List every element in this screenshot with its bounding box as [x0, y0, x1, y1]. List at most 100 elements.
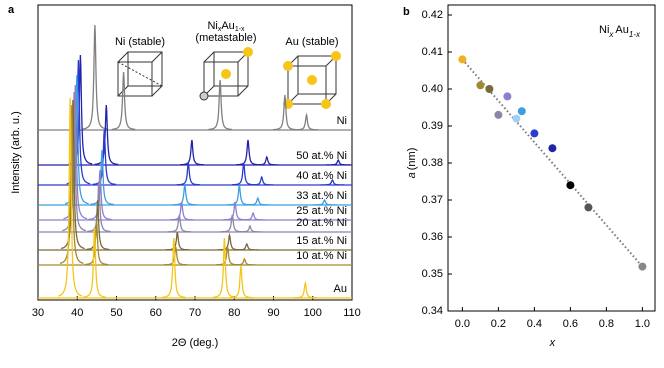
- peak: [236, 139, 260, 166]
- data-point: [530, 129, 539, 138]
- y-tick-label: 0.40: [422, 83, 443, 95]
- series-label: 33 at.% Ni: [296, 190, 347, 202]
- peak: [84, 219, 109, 266]
- x-tick-label: 0.8: [599, 318, 614, 330]
- x-tick-label: 1.0: [635, 318, 650, 330]
- text-part: a: [406, 172, 418, 178]
- peak: [255, 155, 279, 166]
- x-tick-label: 60: [150, 307, 162, 319]
- series-label: 50 at.% Ni: [296, 150, 347, 162]
- text-part: 1-x: [629, 30, 641, 39]
- text-part: Ni: [599, 24, 609, 36]
- y-tick-label: 0.34: [422, 305, 443, 317]
- peak: [293, 280, 318, 299]
- data-point: [584, 203, 593, 212]
- peak: [212, 237, 237, 299]
- inset-label: Ni (stable): [115, 36, 165, 48]
- peak: [235, 242, 259, 251]
- y-tick-label: 0.42: [422, 9, 443, 21]
- peak: [167, 214, 192, 233]
- text-part: 1-x: [235, 26, 245, 33]
- panel-label: b: [403, 6, 410, 18]
- peak: [90, 149, 114, 206]
- data-point: [494, 110, 503, 119]
- y-tick-label: 0.38: [422, 157, 443, 169]
- peak: [92, 129, 117, 186]
- peak: [62, 91, 87, 232]
- text-part: (nm): [406, 148, 418, 171]
- legend-label: Nix Au1-x: [599, 24, 641, 39]
- x-axis-label: 2Θ (deg.): [172, 337, 218, 349]
- inset-label: Au (stable): [285, 36, 338, 48]
- text-part: Ni: [207, 20, 217, 32]
- series-label: 20 at.% Ni: [296, 217, 347, 229]
- peak: [326, 158, 351, 166]
- peak: [82, 24, 107, 130]
- data-point: [476, 81, 485, 90]
- data-point: [503, 92, 512, 101]
- series-label: 15 at.% Ni: [296, 235, 347, 247]
- peak: [232, 257, 257, 266]
- peak: [59, 104, 84, 265]
- x-tick-label: 80: [228, 307, 240, 319]
- data-point: [638, 262, 647, 271]
- plot-frame: [447, 4, 656, 312]
- x-tick-label: 110: [343, 307, 361, 319]
- peak: [294, 112, 319, 131]
- text-part: Au: [615, 24, 628, 36]
- peak: [164, 246, 188, 266]
- peak: [238, 224, 262, 233]
- peak: [58, 97, 83, 297]
- peak: [220, 214, 245, 233]
- y-tick-label: 0.41: [422, 46, 443, 58]
- peak: [111, 71, 136, 131]
- series-label: Au: [334, 283, 347, 295]
- peak: [162, 237, 186, 299]
- peak: [217, 232, 242, 251]
- x-tick-label: 0.4: [527, 318, 542, 330]
- peak: [250, 175, 274, 186]
- crystal-insets: [117, 47, 341, 109]
- series-label: 40 at.% Ni: [296, 170, 347, 182]
- x-tick-label: 0.2: [491, 318, 506, 330]
- peak: [165, 231, 190, 251]
- peak: [87, 181, 111, 233]
- text-part: x: [218, 26, 222, 33]
- peak: [231, 162, 256, 186]
- inset-label: NixAu1-x: [207, 20, 245, 33]
- inset-label: (metastable): [195, 32, 256, 44]
- peak: [63, 84, 88, 220]
- y-axis-label: a(nm): [406, 148, 418, 179]
- peak: [169, 201, 194, 221]
- peak: [82, 227, 107, 298]
- trend-line: [461, 58, 644, 268]
- series-label: 25 at.% Ni: [296, 205, 347, 217]
- y-tick-label: 0.37: [422, 194, 443, 206]
- peak: [88, 169, 112, 221]
- peak: [179, 139, 204, 166]
- peak: [85, 199, 110, 251]
- y-axis-label: Intensity (arb. u.): [10, 111, 22, 194]
- peak: [320, 178, 345, 186]
- data-point: [485, 85, 494, 93]
- y-tick-label: 0.36: [422, 231, 443, 243]
- peak: [227, 184, 252, 206]
- series-label: 10 at.% Ni: [296, 250, 347, 262]
- peak: [246, 196, 270, 206]
- series-label: Ni: [337, 115, 347, 127]
- peak: [94, 104, 119, 166]
- peak: [312, 198, 337, 206]
- x-tick-label: 0.6: [563, 318, 578, 330]
- y-tick-label: 0.35: [422, 268, 443, 280]
- data-point: [512, 114, 521, 123]
- peak: [176, 162, 201, 186]
- data-point: [548, 144, 557, 153]
- x-tick-label: 0.0: [455, 318, 470, 330]
- peak: [60, 99, 85, 250]
- x-tick-label: 40: [71, 307, 83, 319]
- text-part: Au: [221, 20, 234, 32]
- data-point: [566, 181, 575, 190]
- peak: [241, 211, 265, 221]
- spectra: [38, 24, 352, 299]
